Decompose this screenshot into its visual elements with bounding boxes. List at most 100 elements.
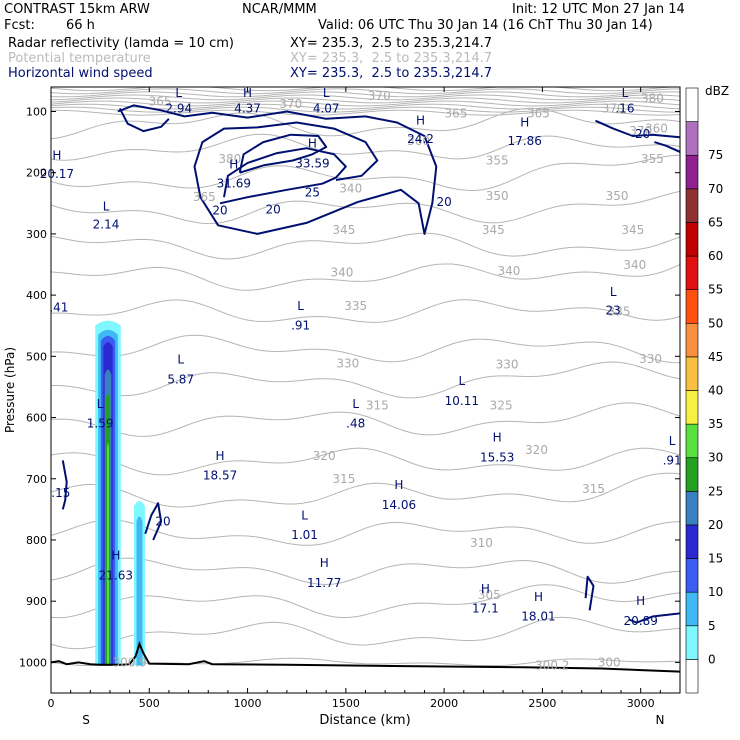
colorbar-unit: dBZ [705, 84, 729, 98]
theta-contour-line [51, 263, 680, 291]
field-name-theta: Potential temperature [8, 51, 151, 66]
extremum-marker: H [520, 116, 529, 130]
x-tick-label: 3000 [627, 697, 655, 710]
colorbar-level-label: 40 [708, 384, 723, 398]
colorbar-swatch [685, 255, 699, 290]
extremum-value: 20.89 [624, 614, 658, 628]
colorbar-level-label: 0 [708, 652, 716, 666]
theta-contour-label: 315 [366, 398, 389, 412]
extremum-value: 15.53 [480, 450, 514, 464]
extremum-marker: L [297, 299, 304, 313]
y-tick-label: 100 [26, 105, 47, 118]
extremum-value: .41 [49, 300, 68, 314]
colorbar-swatch [685, 457, 699, 492]
extremum-value: 24.2 [407, 132, 434, 146]
radar-reflectivity-fill [95, 320, 145, 666]
x-tick-label: 2500 [528, 697, 556, 710]
wind-contour-20-small [628, 612, 680, 624]
colorbar-swatch [685, 322, 699, 358]
theta-contour-label: 330 [336, 357, 359, 371]
colorbar-swatch [685, 356, 699, 391]
x-tick-label: 500 [139, 697, 160, 710]
extremum-value: 18.57 [203, 469, 237, 483]
colorbar-swatch [685, 558, 699, 593]
north-label: N [656, 713, 665, 727]
colorbar-level-label: 35 [708, 417, 723, 431]
colorbar-swatch [685, 591, 699, 627]
y-tick-label: 500 [26, 350, 47, 363]
extremum-marker: L [610, 285, 617, 299]
theta-contour-line [51, 232, 680, 260]
extremum-value: 17.1 [472, 602, 499, 616]
colorbar-swatch [685, 524, 699, 559]
extremum-value: .16 [615, 101, 634, 115]
x-tick-label: 1000 [234, 697, 262, 710]
theta-contour-line [51, 88, 680, 95]
header-fcst-value: 66 h [66, 18, 95, 33]
colorbar-swatch [685, 659, 699, 694]
theta-contour-line [51, 133, 680, 161]
theta-contour-line [51, 402, 680, 437]
theta-contour-line [51, 100, 680, 107]
theta-contour-label: 365 [444, 106, 467, 120]
wind-contour-25 [219, 147, 347, 205]
colorbar-swatch [685, 289, 699, 324]
plot-area [51, 87, 680, 693]
theta-contour-label: 355 [486, 153, 509, 167]
extremum-marker: L [669, 434, 676, 448]
extremum-marker: H [394, 478, 403, 492]
theta-contour-line [51, 334, 680, 364]
colorbar-level-label: 10 [708, 585, 723, 599]
y-tick-label: 900 [26, 595, 47, 608]
extremum-marker: H [243, 86, 252, 100]
field-xy-theta: XY= 235.3, 2.5 to 235.3,214.7 [290, 51, 493, 66]
radar-echo-35dbz [107, 443, 109, 666]
theta-contour-label: 370 [602, 101, 625, 115]
extremum-value: 23 [606, 303, 621, 317]
colorbar-level-label: 65 [708, 215, 723, 229]
theta-contour-label: 335 [608, 305, 631, 319]
radar-echo-10dbz [136, 516, 143, 666]
field-name-reflectivity: Radar reflectivity (lamda = 10 cm) [8, 36, 234, 51]
theta-contour-line [51, 109, 680, 116]
theta-contour-label: 330 [639, 352, 662, 366]
header-init: Init: 12 UTC Mon 27 Jan 14 [512, 2, 685, 17]
extremum-value: 14.06 [382, 498, 416, 512]
extremum-value: .91 [663, 453, 682, 467]
field-xy-reflectivity: XY= 235.3, 2.5 to 235.3,214.7 [290, 36, 493, 51]
colorbar-swatch [685, 491, 699, 526]
extremum-marker: L [301, 508, 308, 522]
wind-contour-label: 20 [212, 204, 227, 218]
wind-contour-20-small [144, 502, 163, 541]
y-axis-label: Pressure (hPa) [3, 347, 17, 433]
theta-contour-label: 340 [623, 258, 646, 272]
theta-contour-label: 320 [525, 443, 548, 457]
theta-contour-label: 360 [645, 122, 668, 136]
extremum-value: 20.17 [40, 167, 74, 181]
theta-contour-label: 320 [313, 449, 336, 463]
extremum-value: 2.14 [93, 218, 120, 232]
theta-contour-line [51, 91, 680, 98]
extremum-value: .91 [291, 319, 310, 333]
theta-contour-label: 355 [641, 152, 664, 166]
theta-contour-line [51, 299, 680, 323]
theta-contour-line [51, 557, 680, 586]
y-tick-label: 300 [26, 228, 47, 241]
theta-contour-label: 360 [407, 134, 430, 148]
wind-contour-label: 20 [265, 202, 280, 216]
extremum-value: 21.63 [99, 568, 133, 582]
theta-contour-line [51, 616, 680, 650]
header-fcst-label: Fcst: [4, 18, 35, 33]
colorbar-level-label: 70 [708, 182, 723, 196]
extremum-value: 4.37 [234, 101, 261, 115]
theta-contour-label: 315 [582, 482, 605, 496]
extremum-marker: L [177, 352, 184, 366]
wind-contour-label: 20 [155, 515, 170, 529]
header-org: NCAR/MMM [242, 2, 317, 17]
theta-contour-line [51, 154, 680, 192]
wind-contour-20-left [118, 107, 170, 133]
colorbar-swatch [685, 390, 699, 425]
header-model: CONTRAST 15km ARW [4, 2, 150, 17]
extremum-value: 1.59 [87, 417, 114, 431]
theta-contour-label: 350 [606, 189, 629, 203]
